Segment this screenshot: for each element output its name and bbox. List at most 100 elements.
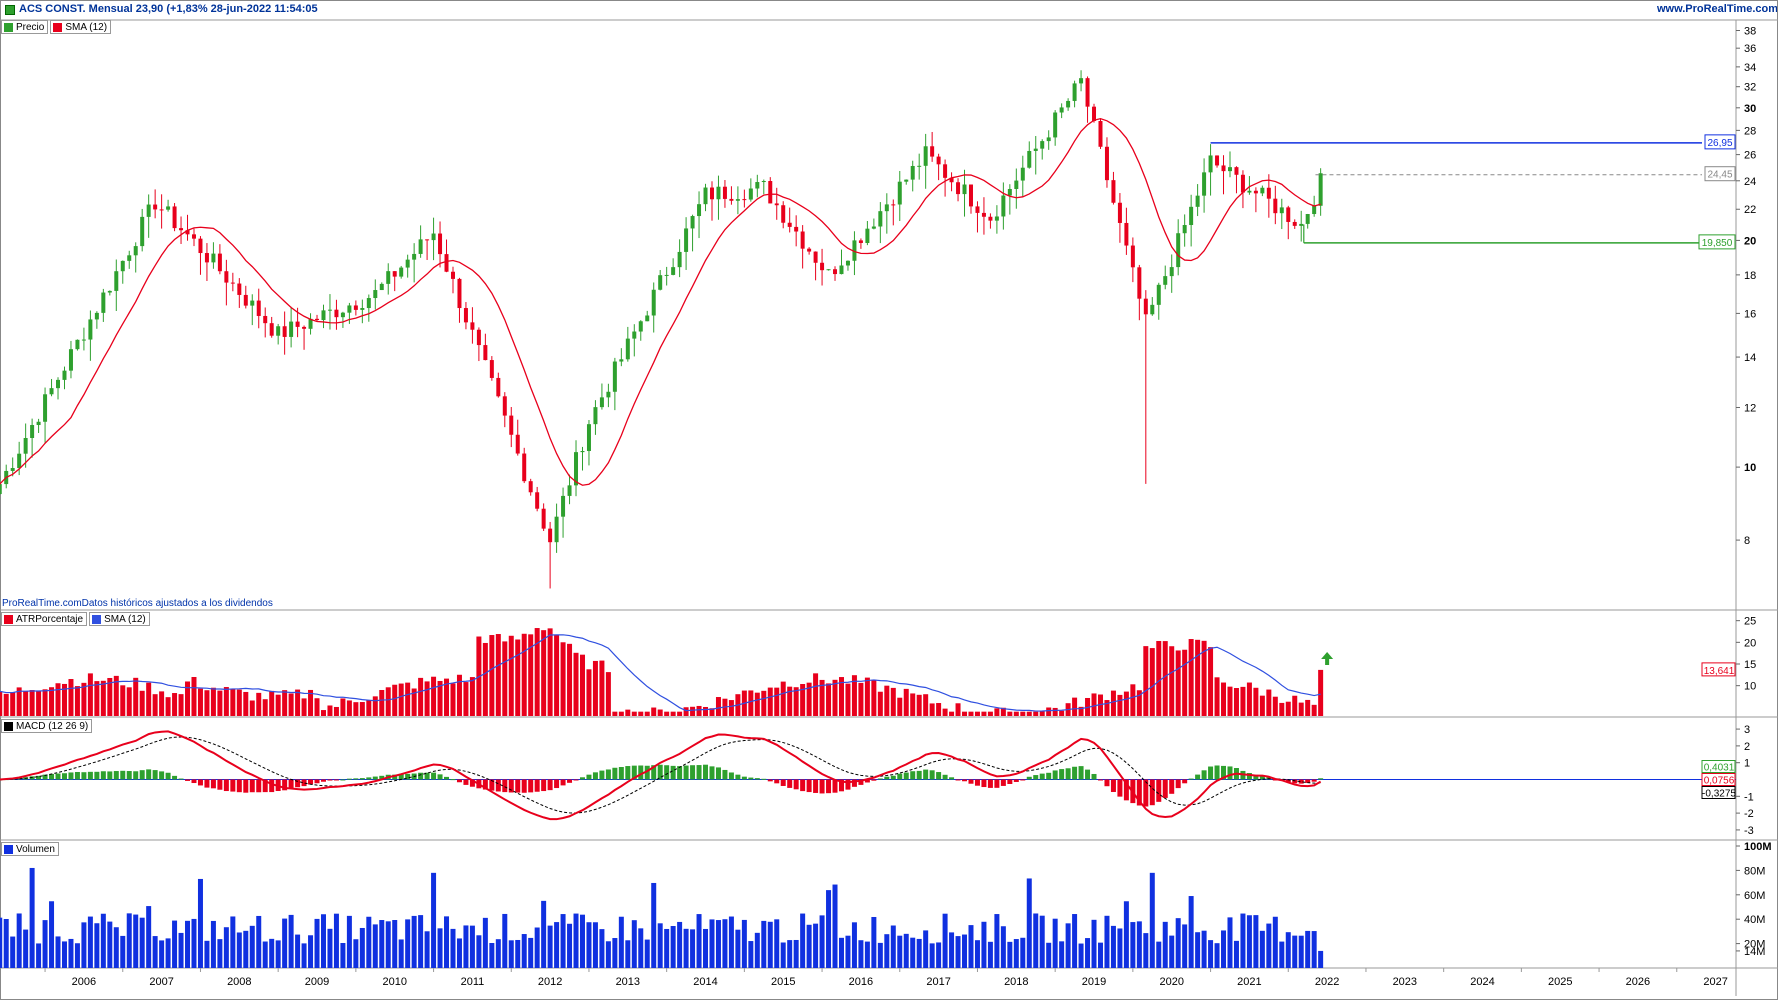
candle-body <box>807 248 812 252</box>
macd-hist-bar <box>1117 779 1123 797</box>
atr-bar <box>1285 701 1291 716</box>
legend-macd[interactable]: MACD (12 26 9) <box>1 719 93 733</box>
macd-hist-bar <box>139 770 145 780</box>
volume-bar <box>890 925 896 968</box>
macd-hist-bar <box>1221 765 1227 780</box>
atr-y-tick-label: 20 <box>1744 637 1756 649</box>
volume-bar <box>761 920 767 968</box>
candle-body <box>845 260 850 266</box>
candle-body <box>535 492 540 509</box>
volume-bar <box>1175 918 1181 968</box>
candle-body <box>548 528 553 543</box>
atr-bar <box>1039 711 1045 716</box>
volume-bar <box>1208 940 1214 968</box>
candle-body <box>574 452 579 486</box>
atr-bar <box>903 688 909 716</box>
macd-hist-bar <box>741 776 747 780</box>
atr-bar <box>100 680 106 716</box>
macd-hist-bar <box>502 779 508 793</box>
macd-hist-bar <box>489 779 495 791</box>
atr-bar <box>1298 702 1304 716</box>
volume-bar <box>638 928 644 968</box>
volume-bar <box>308 935 314 968</box>
website-link[interactable]: www.ProRealTime.com <box>1656 3 1778 15</box>
candle-body <box>923 146 928 166</box>
macd-hist-bar <box>1059 769 1065 780</box>
volume-bar <box>1117 928 1123 968</box>
atr-bar <box>1052 707 1058 716</box>
volume-bar <box>541 900 547 968</box>
candle-body <box>1001 195 1006 217</box>
macd-hist-bar <box>1097 779 1103 781</box>
candle-body <box>146 204 151 217</box>
candle-body <box>1156 284 1161 305</box>
atr-bar <box>120 685 126 716</box>
candle-body <box>761 181 766 183</box>
atr-bar <box>456 674 462 716</box>
macd-hist-bar <box>444 776 450 780</box>
volume-bar <box>87 916 93 968</box>
volume-bar <box>1311 931 1317 968</box>
candle-body <box>470 322 475 330</box>
macd-hist-bar <box>599 770 605 780</box>
candle-body <box>671 267 676 275</box>
atr-bar <box>236 689 242 716</box>
macd-hist-bar <box>644 765 650 780</box>
macd-hist-bar <box>1227 766 1233 780</box>
candle-body <box>438 233 443 255</box>
volume-bar <box>295 934 301 968</box>
volume-bar <box>851 922 857 968</box>
macd-hist-bar <box>456 779 462 783</box>
macd-hist-bar <box>1078 766 1084 780</box>
volume-bar <box>1026 878 1032 968</box>
volume-bar <box>359 927 365 968</box>
candle-body <box>185 230 190 235</box>
candle-body <box>412 253 417 260</box>
atr-bar <box>1208 647 1214 716</box>
volume-bar <box>936 942 942 968</box>
atr-bar <box>1104 700 1110 716</box>
atr-bar <box>651 707 657 716</box>
atr-bar <box>23 690 29 716</box>
candle-body <box>975 206 980 213</box>
candle-body <box>619 359 624 362</box>
legend-volume-label: Volumen <box>16 843 55 855</box>
volume-bar <box>515 939 521 968</box>
atr-bar <box>923 694 929 716</box>
volume-bar <box>1272 916 1278 968</box>
legend-atr-sma[interactable]: SMA (12) <box>89 612 150 626</box>
atr-bar <box>1279 702 1285 716</box>
legend-atr[interactable]: ATRPorcentaje <box>1 612 88 626</box>
macd-hist-bar <box>74 771 80 780</box>
candle-body <box>340 312 345 318</box>
candle-body <box>509 415 514 435</box>
atr-bar <box>74 686 80 716</box>
macd-hist-bar <box>197 779 203 786</box>
volume-bar <box>845 935 851 968</box>
candle-body <box>586 424 591 452</box>
volume-bar <box>217 939 223 968</box>
candle-body <box>62 370 67 380</box>
x-tick-label: 2024 <box>1470 976 1494 988</box>
legend-atr-sma-label: SMA (12) <box>104 613 146 625</box>
macd-hist-bar <box>1201 770 1207 780</box>
volume-bar <box>450 928 456 968</box>
candle-body <box>981 212 986 217</box>
volume-bar <box>968 925 974 968</box>
volume-bar <box>262 941 268 968</box>
candle-body <box>496 377 501 397</box>
candle-body <box>366 298 371 309</box>
macd-hist-bar <box>308 779 314 785</box>
volume-bar <box>586 922 592 968</box>
macd-hist-bar <box>508 779 514 793</box>
candle-body <box>632 331 637 339</box>
legend-volume[interactable]: Volumen <box>1 842 59 856</box>
macd-hist-bar <box>100 771 106 780</box>
atr-bar <box>1188 639 1194 716</box>
candle-body <box>0 484 2 495</box>
volume-bar <box>612 938 618 968</box>
macd-hist-bar <box>1026 776 1032 780</box>
atr-bar <box>444 678 450 716</box>
macd-hist-bar <box>1195 774 1201 780</box>
